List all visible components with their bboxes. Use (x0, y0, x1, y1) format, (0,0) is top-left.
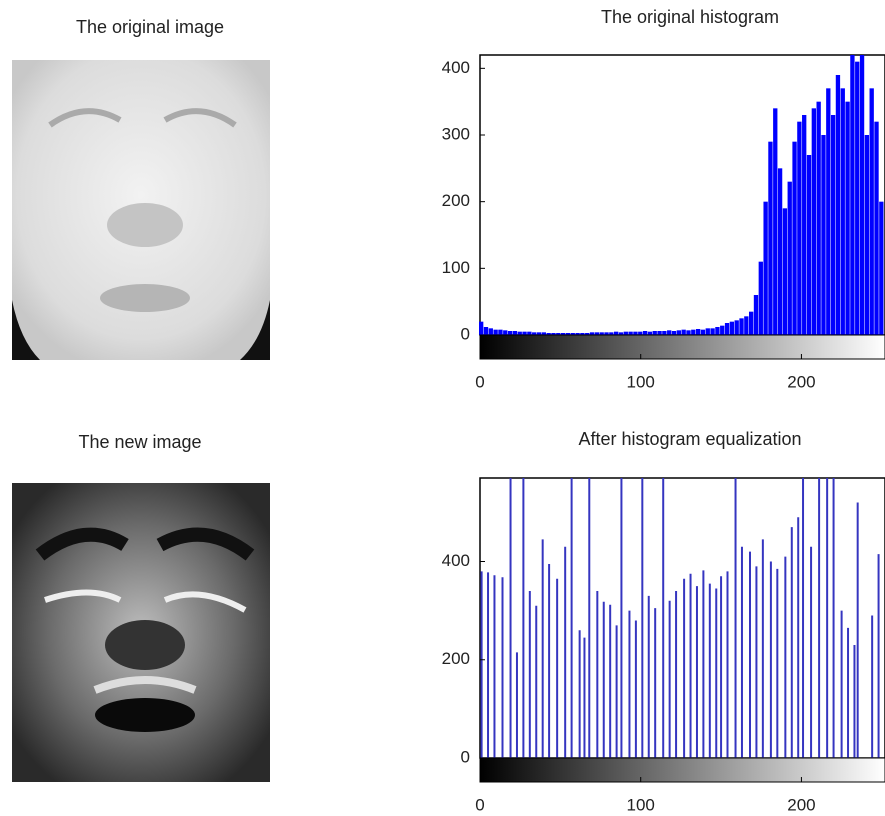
bar (788, 182, 792, 335)
bar (845, 102, 849, 335)
bar (508, 331, 512, 335)
histogram-panel: The original histogram 0 100 200 300 400 0 100 2… (442, 7, 885, 392)
bar (763, 202, 767, 335)
bar (720, 326, 724, 335)
bar (677, 330, 681, 335)
bar (841, 88, 845, 335)
new-image (12, 483, 270, 782)
bar (870, 88, 874, 335)
bar (730, 322, 734, 335)
bar (826, 88, 830, 335)
bar (836, 75, 840, 335)
y-tick-label: 100 (442, 258, 470, 277)
y-tick-label: 200 (442, 649, 470, 668)
image-title: The new image (78, 432, 201, 452)
chart-title: After histogram equalization (578, 429, 801, 449)
bar (797, 122, 801, 335)
colorbar (480, 758, 885, 782)
bar (768, 142, 772, 335)
bar (860, 55, 864, 335)
chart-title: The original histogram (601, 7, 779, 27)
y-tick-label: 300 (442, 124, 470, 143)
y-tick-label: 200 (442, 191, 470, 210)
y-tick-label: 0 (461, 324, 470, 343)
page: {"images": [{"title": "The original imag… (0, 0, 885, 816)
x-tick-label: 200 (787, 372, 815, 391)
bar (484, 327, 488, 335)
bar (662, 331, 666, 335)
bar (739, 318, 743, 335)
histogram-panel: After histogram equalization 0 200 400 0 100 2… (442, 429, 885, 815)
bar (503, 330, 507, 335)
bar (821, 135, 825, 335)
bar (735, 320, 739, 335)
bar (489, 328, 493, 335)
bar (691, 330, 695, 335)
bar (817, 102, 821, 335)
bar (865, 135, 869, 335)
bar (783, 208, 787, 335)
x-tick-label: 100 (627, 372, 655, 391)
bar (643, 331, 647, 335)
bar (754, 295, 758, 335)
bar (696, 329, 700, 335)
bar (672, 331, 676, 335)
bar (710, 328, 714, 335)
bar (657, 331, 661, 335)
bar (493, 330, 497, 335)
charts: The original histogram 0 100 200 300 400 0 100 2… (442, 7, 885, 815)
y-tick-label: 400 (442, 58, 470, 77)
bar (498, 330, 502, 335)
bar (812, 108, 816, 335)
bar (653, 331, 657, 335)
bar (686, 330, 690, 335)
bar (682, 330, 686, 335)
bar (744, 316, 748, 335)
bar (850, 55, 854, 335)
bar (773, 108, 777, 335)
bar (807, 155, 811, 335)
bar (667, 330, 671, 335)
x-tick-label: 100 (627, 795, 655, 814)
original-image (12, 60, 270, 360)
figure: The original image The new image The ori… (0, 0, 885, 816)
bar (855, 62, 859, 335)
bar (513, 331, 517, 335)
bar (874, 122, 878, 335)
colorbar (480, 335, 885, 359)
bar (706, 328, 710, 335)
bar (715, 327, 719, 335)
image-title: The original image (76, 17, 224, 37)
bar (725, 323, 729, 335)
bar (778, 168, 782, 335)
x-tick-label: 200 (787, 795, 815, 814)
x-tick-label: 0 (475, 372, 484, 391)
bar (749, 312, 753, 335)
x-tick-label: 0 (475, 795, 484, 814)
bar (701, 330, 705, 335)
bar (802, 115, 806, 335)
plot-area (480, 478, 885, 758)
bar (792, 142, 796, 335)
bar (879, 202, 883, 335)
bar (759, 262, 763, 335)
bar (831, 115, 835, 335)
y-tick-label: 400 (442, 551, 470, 570)
y-tick-label: 0 (461, 747, 470, 766)
bar (479, 322, 483, 335)
